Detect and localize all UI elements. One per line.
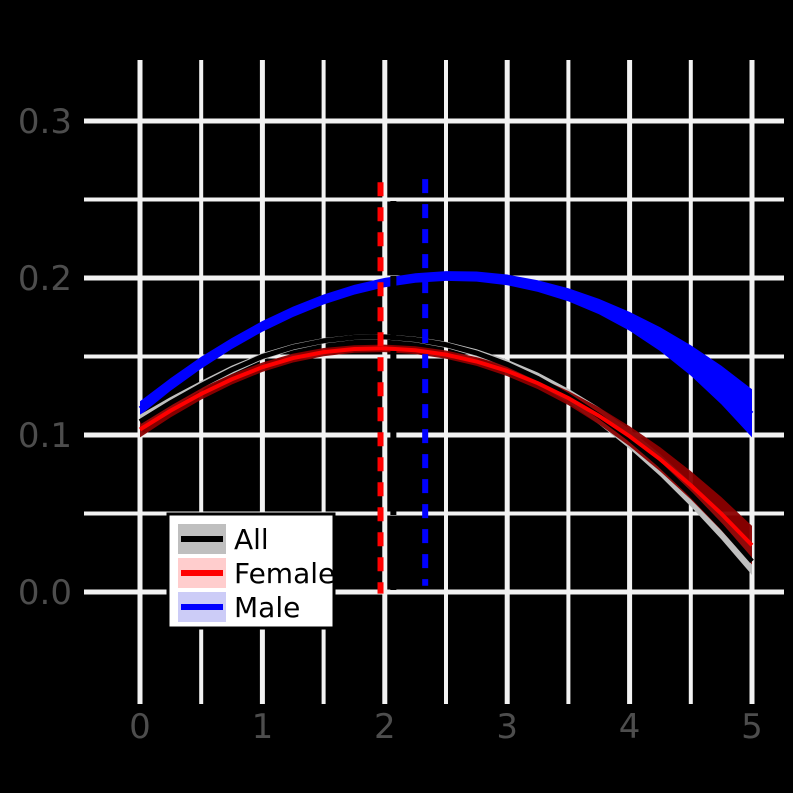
line-all (138, 334, 754, 564)
y-axis-ticks (84, 118, 112, 595)
line-female (138, 346, 754, 547)
x-tick-label: 5 (741, 707, 763, 747)
x-axis-ticks (137, 676, 755, 704)
x-tick-label: 2 (374, 707, 396, 747)
y-tick-label: 0.1 (18, 416, 72, 456)
legend-label-male: Male (234, 591, 300, 624)
series-lines (138, 273, 754, 564)
x-tick-label: 0 (129, 707, 151, 747)
vertical-reference-lines (377, 175, 429, 594)
x-tick-label: 3 (496, 707, 518, 747)
legend-label-all: All (234, 523, 269, 556)
legend-label-female: Female (234, 557, 335, 590)
line-male (138, 273, 754, 415)
x-tick-label: 1 (252, 707, 274, 747)
y-tick-label: 0.2 (18, 259, 72, 299)
y-tick-label: 0.3 (18, 102, 72, 142)
y-tick-label: 0.0 (18, 573, 72, 613)
x-axis-tick-labels: 0 1 2 3 4 5 (129, 707, 763, 747)
y-axis-tick-labels: 0.0 0.1 0.2 0.3 (18, 102, 72, 613)
x-tick-label: 4 (619, 707, 641, 747)
